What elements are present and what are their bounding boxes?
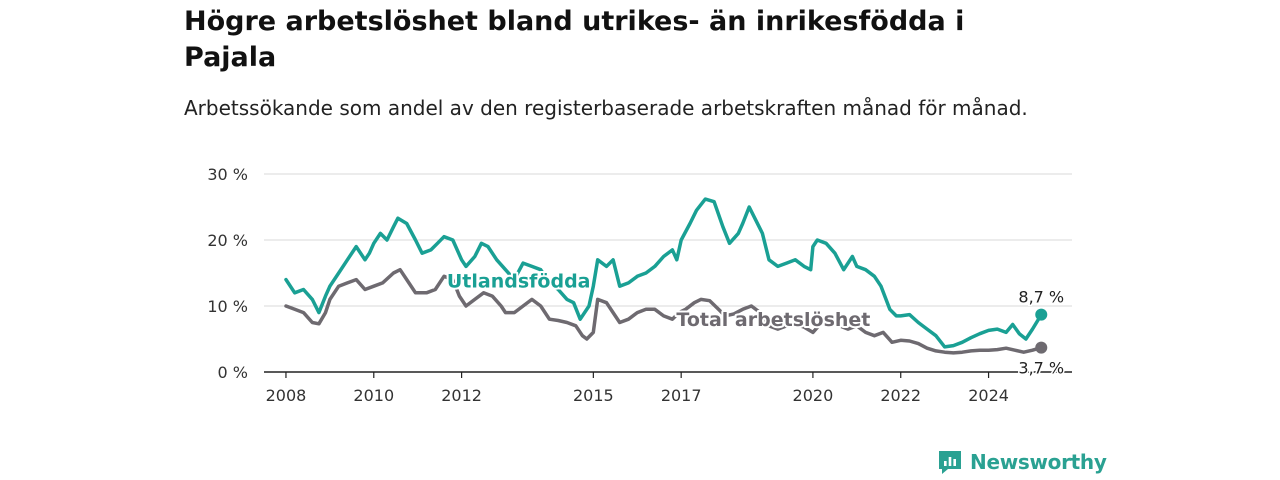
x-tick-label: 2012 — [441, 386, 482, 405]
series-label: Total arbetslöshet — [676, 309, 870, 331]
series-labels: Utlandsfödda Total arbetslöshet — [445, 269, 872, 333]
end-value-label: 3,7 % — [1018, 359, 1064, 378]
x-tick-label: 2008 — [266, 386, 307, 405]
brand-logo: Newsworthy — [936, 448, 1107, 476]
chart-title: Högre arbetslöshet bland utrikes- än inr… — [184, 6, 965, 73]
y-tick-label: 30 % — [207, 165, 248, 184]
series-line-utlandsfodda — [284, 197, 1044, 349]
end-point-marker — [1035, 341, 1048, 354]
x-axis: 2008 2010 2012 2015 2017 2020 2022 2024 — [264, 371, 1072, 405]
newsworthy-logo-icon — [939, 451, 961, 474]
y-tick-label: 20 % — [207, 231, 248, 250]
series-lines — [284, 197, 1044, 355]
end-point-marker — [1035, 308, 1048, 321]
brand-name: Newsworthy — [970, 450, 1107, 474]
chart-subtitle: Arbetssökande som andel av den registerb… — [184, 96, 1028, 120]
y-tick-labels: 0 % 10 % 20 % 30 % — [207, 165, 248, 382]
y-tick-label: 0 % — [218, 363, 248, 382]
y-tick-label: 10 % — [207, 297, 248, 316]
series-label: Utlandsfödda — [447, 271, 591, 293]
x-tick-label: 2015 — [573, 386, 614, 405]
x-tick-label: 2010 — [353, 386, 394, 405]
end-markers: 8,7 % 3,7 % — [1017, 286, 1066, 379]
end-value-label: 8,7 % — [1018, 288, 1064, 307]
x-tick-label: 2017 — [661, 386, 702, 405]
x-tick-label: 2022 — [880, 386, 921, 405]
series-line-total — [284, 267, 1044, 355]
x-tick-label: 2024 — [968, 386, 1009, 405]
gridlines — [264, 173, 1072, 307]
x-tick-label: 2020 — [793, 386, 834, 405]
